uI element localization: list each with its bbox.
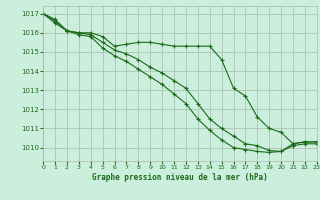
X-axis label: Graphe pression niveau de la mer (hPa): Graphe pression niveau de la mer (hPa) xyxy=(92,173,268,182)
